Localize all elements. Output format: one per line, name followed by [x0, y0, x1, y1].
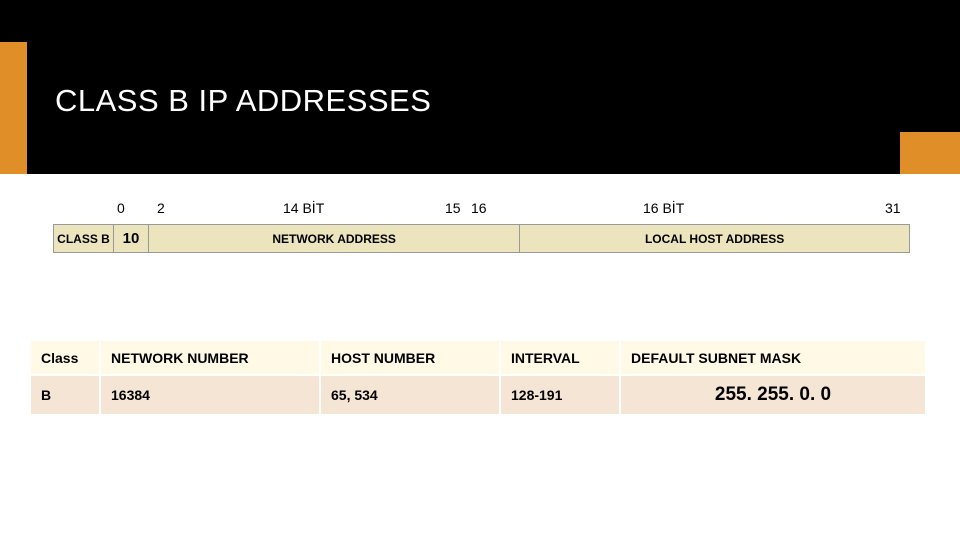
accent-block-right: [900, 132, 960, 174]
accent-bar-left: [0, 42, 27, 174]
th-host: HOST NUMBER: [320, 340, 500, 375]
bit-label-0: 0: [117, 200, 125, 216]
bit-label-14bit: 14 BİT: [283, 200, 324, 216]
page-title: CLASS B IP ADDRESSES: [55, 83, 431, 119]
th-network: NETWORK NUMBER: [100, 340, 320, 375]
bit-label-15: 15: [445, 200, 461, 216]
diagram-bits-value: 10: [114, 225, 149, 252]
table-row: B 16384 65, 534 128-191 255. 255. 0. 0: [30, 375, 926, 415]
diagram-row: CLASS B 10 NETWORK ADDRESS LOCAL HOST AD…: [53, 224, 910, 253]
diagram-host-label: LOCAL HOST ADDRESS: [520, 225, 909, 252]
diagram-class-label: CLASS B: [54, 225, 114, 252]
th-class: Class: [30, 340, 100, 375]
bit-label-2: 2: [157, 200, 165, 216]
diagram-network-label: NETWORK ADDRESS: [149, 225, 520, 252]
td-interval: 128-191: [500, 375, 620, 415]
bit-label-16bit: 16 BİT: [643, 200, 684, 216]
td-class: B: [30, 375, 100, 415]
td-mask: 255. 255. 0. 0: [620, 375, 926, 415]
th-interval: INTERVAL: [500, 340, 620, 375]
td-network: 16384: [100, 375, 320, 415]
table-header-row: Class NETWORK NUMBER HOST NUMBER INTERVA…: [30, 340, 926, 375]
bit-label-31: 31: [885, 200, 901, 216]
td-host: 65, 534: [320, 375, 500, 415]
class-table: Class NETWORK NUMBER HOST NUMBER INTERVA…: [29, 339, 927, 416]
th-mask: DEFAULT SUBNET MASK: [620, 340, 926, 375]
bit-label-16: 16: [471, 200, 487, 216]
